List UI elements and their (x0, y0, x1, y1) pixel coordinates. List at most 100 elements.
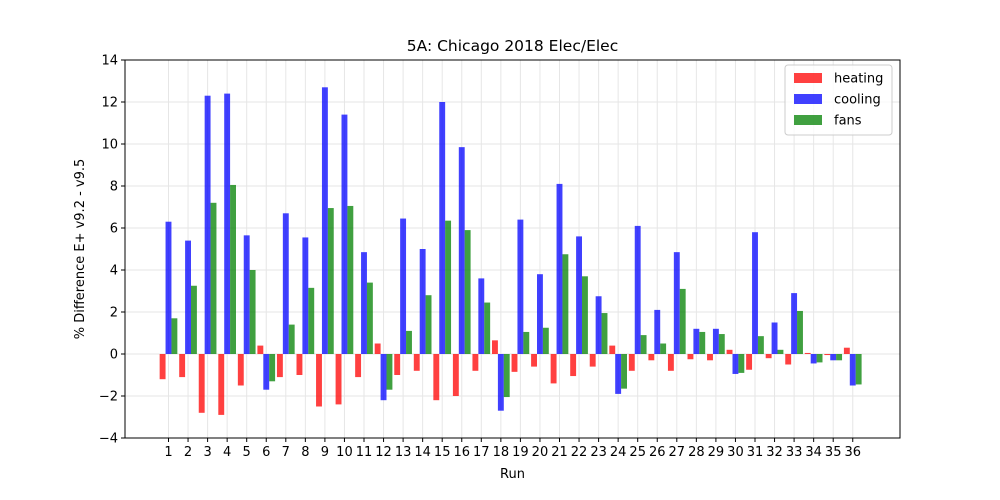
x-tick-label: 26 (649, 445, 666, 460)
legend-swatch-heating (794, 73, 822, 83)
bar-heating-run-23 (589, 354, 596, 367)
bar-cooling-run-18 (497, 354, 504, 411)
bar-cooling-run-19 (517, 219, 524, 354)
bar-heating-run-2 (179, 354, 186, 378)
bar-cooling-run-22 (576, 236, 582, 354)
x-tick-label: 8 (301, 445, 309, 460)
bar-cooling-run-36 (849, 354, 856, 386)
x-tick-label: 20 (532, 445, 549, 460)
bar-heating-run-35 (824, 354, 831, 356)
bar-fans-run-31 (757, 336, 764, 354)
y-tick-label: 10 (101, 138, 118, 153)
y-tick-label: 6 (110, 222, 118, 237)
y-tick-label: 4 (110, 264, 118, 279)
bar-fans-run-22 (582, 276, 588, 354)
bar-cooling-run-5 (243, 235, 250, 354)
y-tick-label: 2 (110, 306, 118, 321)
bar-cooling-run-8 (302, 237, 309, 354)
x-tick-label: 29 (708, 445, 725, 460)
x-tick-label: 19 (512, 445, 529, 460)
legend-label-heating: heating (834, 72, 883, 87)
y-axis-title: % Difference E+ v9.2 - v9.5 (73, 159, 88, 340)
x-tick-label: 31 (747, 445, 764, 460)
x-tick-label: 11 (356, 445, 373, 460)
x-tick-label: 17 (473, 445, 490, 460)
legend-label-fans: fans (834, 114, 862, 129)
bar-cooling-run-33 (791, 293, 798, 354)
x-tick-label: 35 (825, 445, 842, 460)
legend-label-cooling: cooling (834, 93, 881, 108)
bar-cooling-run-9 (321, 87, 328, 355)
y-tick-label: 14 (101, 54, 118, 69)
bar-fans-run-24 (621, 354, 627, 389)
bar-cooling-run-16 (458, 147, 465, 354)
bar-cooling-run-35 (830, 354, 837, 361)
bar-heating-run-31 (746, 354, 753, 370)
bar-fans-run-33 (797, 310, 803, 354)
bar-heating-run-36 (843, 347, 850, 354)
bar-cooling-run-31 (752, 232, 758, 354)
bar-fans-run-25 (640, 335, 647, 354)
x-tick-label: 32 (766, 445, 783, 460)
x-tick-label: 24 (610, 445, 627, 460)
x-tick-label: 13 (395, 445, 412, 460)
bar-cooling-run-7 (282, 213, 289, 354)
bar-fans-run-21 (562, 254, 569, 354)
bar-heating-run-21 (550, 354, 557, 384)
bar-heating-run-25 (628, 354, 635, 371)
x-tick-label: 16 (453, 445, 470, 460)
chart-title: 5A: Chicago 2018 Elec/Elec (407, 37, 618, 55)
bar-heating-run-1 (159, 354, 166, 380)
bar-cooling-run-30 (732, 354, 739, 374)
bar-cooling-run-1 (165, 221, 172, 354)
bar-fans-run-9 (327, 208, 334, 354)
bar-fans-run-30 (738, 354, 745, 373)
bar-cooling-run-14 (419, 249, 426, 354)
legend: heating cooling fans (784, 64, 893, 136)
bar-fans-run-2 (191, 285, 197, 354)
bar-fans-run-14 (425, 295, 432, 354)
bar-fans-run-7 (288, 324, 295, 354)
bar-heating-run-4 (218, 354, 225, 415)
legend-swatch-cooling (794, 94, 822, 104)
x-tick-label: 3 (203, 445, 211, 460)
bar-fans-run-1 (171, 318, 178, 354)
bar-heating-run-9 (316, 354, 322, 407)
bar-heating-run-27 (667, 354, 674, 371)
bar-fans-run-3 (210, 202, 217, 354)
plot-frame (124, 59, 901, 439)
bar-heating-run-18 (492, 340, 498, 354)
bar-cooling-run-13 (400, 218, 407, 354)
legend-swatch-fans (794, 115, 822, 125)
bar-fans-run-35 (836, 354, 843, 361)
bar-cooling-run-2 (185, 240, 191, 354)
bar-fans-run-23 (601, 313, 608, 354)
bar-heating-run-29 (707, 354, 713, 361)
bar-heating-run-7 (276, 354, 283, 378)
bar-cooling-run-6 (263, 354, 270, 390)
x-tick-label: 12 (375, 445, 392, 460)
y-tick-label: 0 (110, 348, 118, 363)
bar-fans-run-17 (484, 302, 491, 354)
bar-cooling-run-21 (556, 183, 563, 354)
bar-cooling-run-23 (595, 296, 602, 354)
x-tick-label: 28 (688, 445, 705, 460)
bar-cooling-run-10 (341, 114, 348, 354)
bar-heating-run-24 (609, 345, 616, 354)
bar-fans-run-34 (816, 354, 823, 363)
x-tick-label: 1 (164, 445, 172, 460)
bar-fans-run-4 (230, 184, 236, 354)
x-tick-label: 5 (243, 445, 251, 460)
x-tick-label: 22 (571, 445, 588, 460)
bar-fans-run-20 (542, 327, 549, 354)
bar-heating-run-28 (687, 354, 694, 360)
x-axis-title: Run (500, 467, 525, 482)
bar-heating-run-16 (452, 354, 459, 396)
bar-heating-run-22 (570, 354, 577, 377)
bar-cooling-run-32 (771, 322, 778, 354)
bar-fans-run-19 (523, 331, 530, 354)
bar-fans-run-5 (249, 270, 256, 354)
x-tick-label: 33 (786, 445, 803, 460)
